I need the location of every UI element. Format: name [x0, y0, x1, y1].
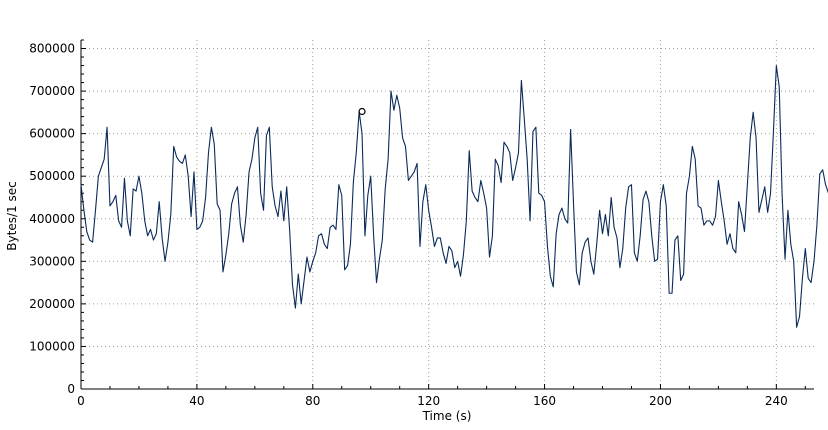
marked-point[interactable] [358, 107, 366, 116]
y-tick-label: 700000 [29, 84, 75, 98]
x-axis-title: Time (s) [422, 409, 472, 423]
ticks [80, 39, 806, 390]
y-tick-label: 0 [67, 382, 75, 396]
y-axis-title: Bytes/1 sec [5, 181, 19, 250]
series-line [80, 64, 828, 328]
x-tick-label: 160 [533, 394, 556, 408]
x-tick-label: 80 [305, 394, 320, 408]
y-tick-label: 600000 [29, 127, 75, 141]
series [80, 64, 828, 328]
y-tick-label: 100000 [29, 339, 75, 353]
x-tick-label: 200 [649, 394, 672, 408]
x-tick-label: 240 [765, 394, 788, 408]
y-tick-label: 800000 [29, 42, 75, 56]
x-tick-label: 120 [417, 394, 440, 408]
y-tick-label: 300000 [29, 254, 75, 268]
x-tick-label: 40 [189, 394, 204, 408]
y-tick-label: 400000 [29, 212, 75, 226]
x-tick-label: 0 [77, 394, 85, 408]
tick-labels: 0 40 80 120 160 200 240 0 100000 200000 300000 4000… [29, 42, 788, 408]
axes [80, 40, 814, 390]
y-tick-label: 200000 [29, 297, 75, 311]
y-tick-label: 500000 [29, 169, 75, 183]
